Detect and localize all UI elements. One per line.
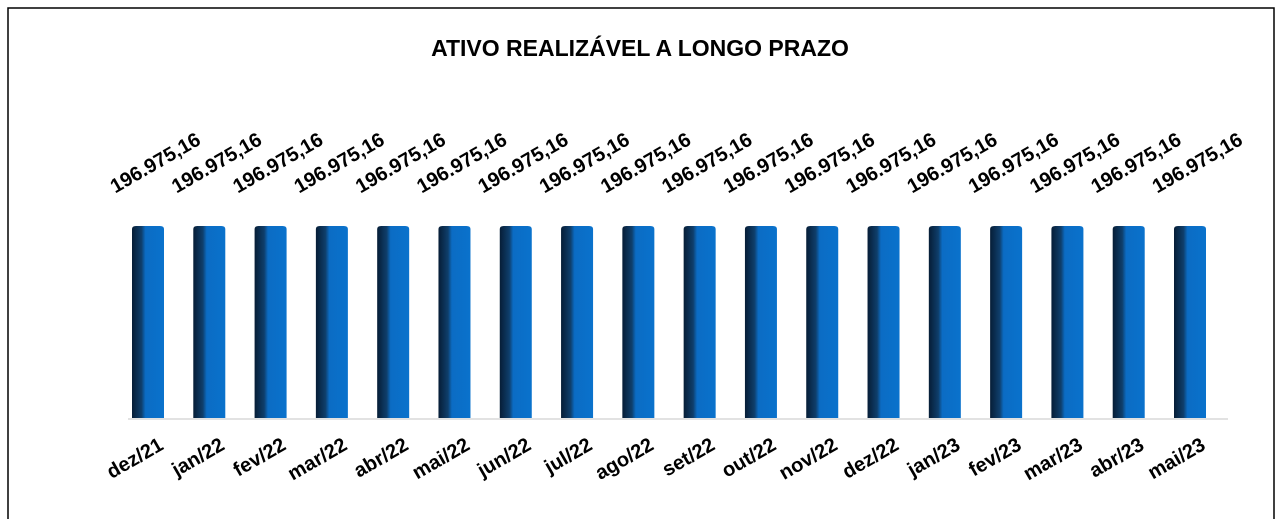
bar (806, 226, 839, 418)
bar (1051, 226, 1084, 418)
bar (561, 226, 594, 418)
bar (315, 226, 348, 418)
bar (499, 226, 532, 418)
bar (867, 226, 900, 418)
bar (132, 226, 164, 418)
bar (254, 226, 287, 418)
bar (622, 226, 655, 418)
bar (377, 226, 410, 418)
bar (438, 226, 471, 418)
bar (683, 226, 716, 418)
bar (1174, 226, 1206, 418)
chart-title: ATIVO REALIZÁVEL A LONGO PRAZO (431, 34, 849, 61)
bar (1112, 226, 1145, 418)
bar (990, 226, 1023, 418)
bar (193, 226, 226, 418)
bar (744, 226, 777, 418)
bar (928, 226, 961, 418)
